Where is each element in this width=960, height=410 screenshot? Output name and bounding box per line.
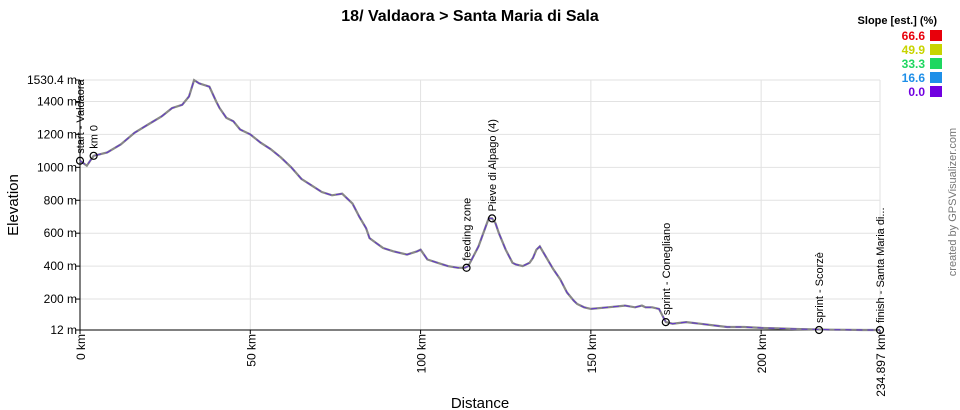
waypoint-marker — [487, 214, 497, 223]
legend-value: 16.6 — [902, 71, 926, 85]
slope-legend: Slope [est.] (%) 66.649.933.316.60.0 — [858, 15, 942, 99]
waypoint-label: km 0 — [89, 125, 101, 149]
x-axis-label: Distance — [451, 395, 509, 410]
chart-title: 18/ Valdaora > Santa Maria di Sala — [341, 8, 599, 25]
legend-swatch — [930, 44, 942, 55]
waypoint-marker — [75, 156, 85, 165]
waypoint-marker — [875, 325, 885, 335]
grid — [79, 79, 881, 331]
y-tick-label: 1200 m — [37, 127, 77, 141]
x-tick-label: 0 km — [74, 334, 88, 360]
legend-swatch — [930, 58, 942, 69]
x-tick-label: 234.897 km — [874, 334, 888, 397]
legend-value: 33.3 — [902, 57, 926, 71]
y-tick-label: 200 m — [44, 292, 77, 306]
y-tick-label: 800 m — [44, 193, 77, 207]
waypoint-marker — [661, 317, 670, 327]
y-tick-label: 1530.4 m — [27, 73, 77, 87]
legend-value: 66.6 — [902, 29, 926, 43]
x-tick-label: 150 km — [585, 334, 599, 373]
credit-text: created by GPSVisualizer.com — [947, 128, 959, 276]
elevation-profile-line — [79, 78, 880, 332]
waypoint-label: feeding zone — [462, 198, 474, 261]
waypoint-label: finish - Santa Maria di... — [875, 207, 887, 323]
legend-title: Slope [est.] (%) — [858, 15, 938, 27]
waypoints: start - Valdaora km 0 feeding zone Pieve di… — [75, 78, 887, 335]
x-tick-label: 50 km — [244, 334, 258, 367]
y-tick-label: 400 m — [44, 259, 77, 273]
y-tick-label: 1400 m — [37, 94, 77, 108]
waypoint-label: Pieve di Alpago (4) — [487, 119, 499, 211]
legend-swatch — [930, 30, 942, 41]
y-tick-label: 1000 m — [37, 160, 77, 174]
waypoint-marker — [89, 151, 98, 160]
legend-value: 0.0 — [908, 85, 925, 99]
waypoint-label: start - Valdaora — [75, 78, 87, 153]
waypoint-marker — [814, 325, 824, 335]
y-tick-label: 600 m — [44, 226, 77, 240]
legend-swatch — [930, 86, 942, 97]
waypoint-label: sprint - Conegliano — [661, 223, 673, 315]
waypoint-marker — [462, 263, 471, 272]
y-tick-label: 12 m — [50, 323, 77, 337]
elevation-profile-slope-line — [79, 79, 880, 331]
legend-value: 49.9 — [902, 43, 926, 57]
x-ticks: 0 km 50 km 100 km 150 km 200 km 234.897 km — [74, 330, 888, 397]
x-tick-label: 100 km — [415, 334, 429, 373]
x-tick-label: 200 km — [755, 334, 769, 373]
legend-swatch — [930, 72, 942, 83]
y-ticks: 12 m 200 m 400 m 600 m 800 m 1000 m 1200 m 1400… — [27, 73, 80, 337]
y-axis-label: Elevation — [5, 174, 22, 236]
waypoint-label: sprint - Scorzè — [814, 252, 826, 323]
